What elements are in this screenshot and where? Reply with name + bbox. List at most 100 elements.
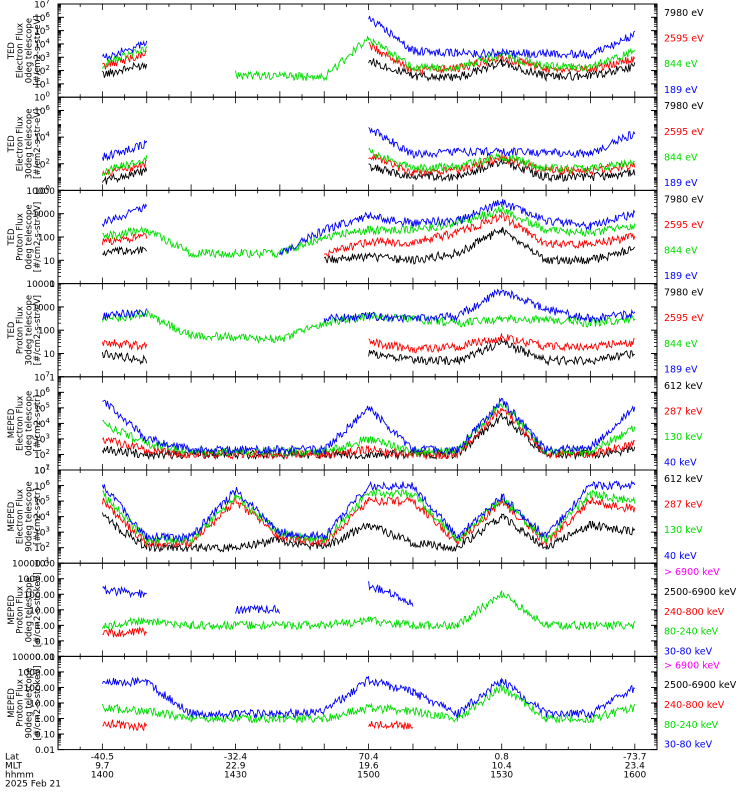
y-axis-label: TEDProton Flux0deg telescope[#/cm2-s-str… [7,202,43,272]
y-axis-label-line: 30deg telescope [24,295,34,366]
y-tick-exponent: 2 [46,448,50,456]
y-tick-exponent: 3 [46,51,50,59]
legend-entry: > 6900 keV [664,567,720,578]
footer-row-label: MLT [5,762,23,772]
y-tick-exponent: 6 [46,104,51,112]
footer-row-label: Lat [5,753,20,763]
y-axis-label: MEPEDElectron Flux90deg telescope[#/cm2-… [7,481,43,552]
y-tick-label: 10000.00 [12,653,55,663]
y-tick-exponent: 6 [46,386,51,394]
footer-hhmm: 1500 [357,771,380,781]
y-tick-exponent: 4 [46,131,51,139]
footer-hhmm: 1430 [224,771,247,781]
legend-entry: 240-800 keV [664,700,725,711]
y-tick-label: 0.10 [35,637,55,647]
y-axis-label-line: Proton Flux [16,586,26,634]
y-tick-exponent: 1 [46,557,50,565]
legend-entry: 287 keV [664,500,703,511]
y-axis-label-line: [#/cm2-s-str-eV] [33,202,43,272]
series-line-blue [101,480,636,543]
legend-entry: 7980 eV [664,194,704,205]
series-line-red [102,625,148,638]
y-tick-exponent: 0 [46,184,50,192]
y-axis-label: TEDElectron Flux0deg telescope[#/cm2-s-s… [7,15,43,85]
y-axis-label-line: Proton Flux [16,213,26,261]
y-tick-label: 100 [34,91,50,104]
legend-entry: 189 eV [664,364,698,375]
legend-entry: 30-80 keV [664,740,713,751]
legend-entry: 2595 eV [664,127,704,138]
series-line-red [101,495,636,548]
legend-entry: 2595 eV [664,220,704,231]
footer-row-label: hhmm [5,771,34,781]
y-tick-label: 100 [38,327,55,337]
legend-entry: 80-240 keV [664,627,719,638]
series-line-black [101,349,148,366]
y-tick-exponent: 4 [46,417,51,425]
y-tick-exponent: 1 [46,77,50,85]
y-tick-label: 10000.00 [12,560,55,570]
y-tick-label: 1000 [32,303,55,313]
y-tick-exponent: 5 [46,495,50,503]
legend-entry: 612 keV [664,381,703,392]
y-tick-exponent: 6 [46,479,51,487]
series-line-black [102,167,148,185]
y-axis-label-line: TED [7,135,17,154]
legend-entry: 844 eV [664,59,698,70]
series-line-green [102,488,636,546]
legend-entry: 287 keV [664,406,703,417]
y-axis-label-line: Electron Flux [16,23,26,78]
y-tick-label: 1000 [32,210,55,220]
y-tick-exponent: 4 [46,37,51,45]
y-tick-exponent: 7 [46,370,50,378]
y-axis-label-line: 30deg telescope [24,108,34,179]
y-tick-label: 100.00 [24,684,56,694]
footer-mlt: 22.9 [225,762,245,772]
y-tick-label: 107 [34,464,50,477]
y-axis-label-line: Electron Flux [16,116,26,171]
series-line-blue [101,675,636,720]
y-tick-label: 1.00 [35,715,55,725]
y-axis-label-line: Electron Flux [16,396,26,451]
legend-entry: 612 keV [664,474,703,485]
y-tick-exponent: 0 [46,91,50,99]
y-axis-label-line: [#/cm2-s-str-eV] [33,295,43,365]
y-axis-label-line: 0deg telescope [24,18,34,83]
panel-frame [57,3,658,98]
footer: LatMLThhmm-40.59.71400-32.422.9143070.41… [5,753,647,790]
legend-entry: 130 keV [664,525,703,536]
series-line-red [368,719,414,730]
series-line-blue [235,604,281,615]
series-line-black [101,512,636,553]
y-axis-label: MEPEDProton Flux0deg telescope[#/cm2-s-s… [7,572,43,647]
y-tick-label: 1.00 [35,622,55,632]
panel-frame [57,96,658,191]
legend-entry: > 6900 keV [664,660,720,671]
y-axis-label: TEDProton Flux30deg telescope[#/cm2-s-st… [7,295,43,366]
y-tick-exponent: 2 [46,541,50,549]
y-tick-exponent: 3 [46,526,50,534]
series-line-green [235,35,636,82]
y-axis-label-line: MEPED [7,408,17,438]
y-tick-exponent: 5 [46,24,50,32]
y-tick-label: 107 [34,0,50,11]
legend-entry: 7980 eV [664,101,704,112]
series-line-blue [101,203,148,228]
y-tick-exponent: 2 [46,64,50,72]
y-axis-label-line: 90deg telescope [24,481,34,552]
y-axis-label-line: 0deg telescope [24,391,34,456]
series-line-blue [102,40,148,62]
series-line-black [323,226,636,265]
y-axis-label-line: [#/cm2-s-str] [33,488,43,545]
legend-entry: 2500-6900 keV [664,680,737,691]
y-axis-label-line: 90deg telescope [24,668,34,739]
y-tick-label: 10 [44,350,56,360]
y-axis-label-line: Proton Flux [16,306,26,354]
y-tick-label: 10.00 [29,606,55,616]
y-axis-label-line: TED [7,42,17,61]
footer-hhmm: 1530 [490,771,513,781]
y-tick-label: 100 [38,234,55,244]
series-line-blue [368,15,636,60]
